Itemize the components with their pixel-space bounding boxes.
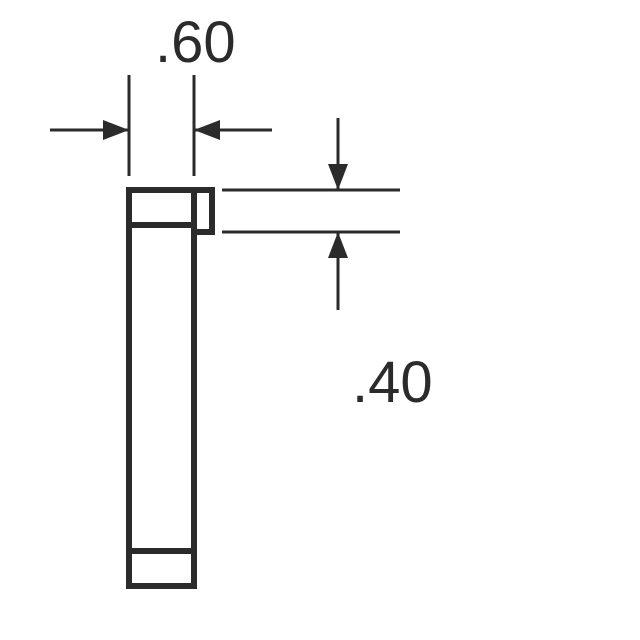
dim-right-arrow-top	[328, 164, 348, 190]
dim-right-label: .40	[352, 350, 433, 415]
dim-top-label: .60	[155, 10, 236, 75]
part-body	[129, 190, 194, 586]
dim-top-arrow-right	[194, 120, 220, 140]
dim-top-arrow-left	[103, 120, 129, 140]
dim-right-arrow-bottom	[328, 232, 348, 258]
